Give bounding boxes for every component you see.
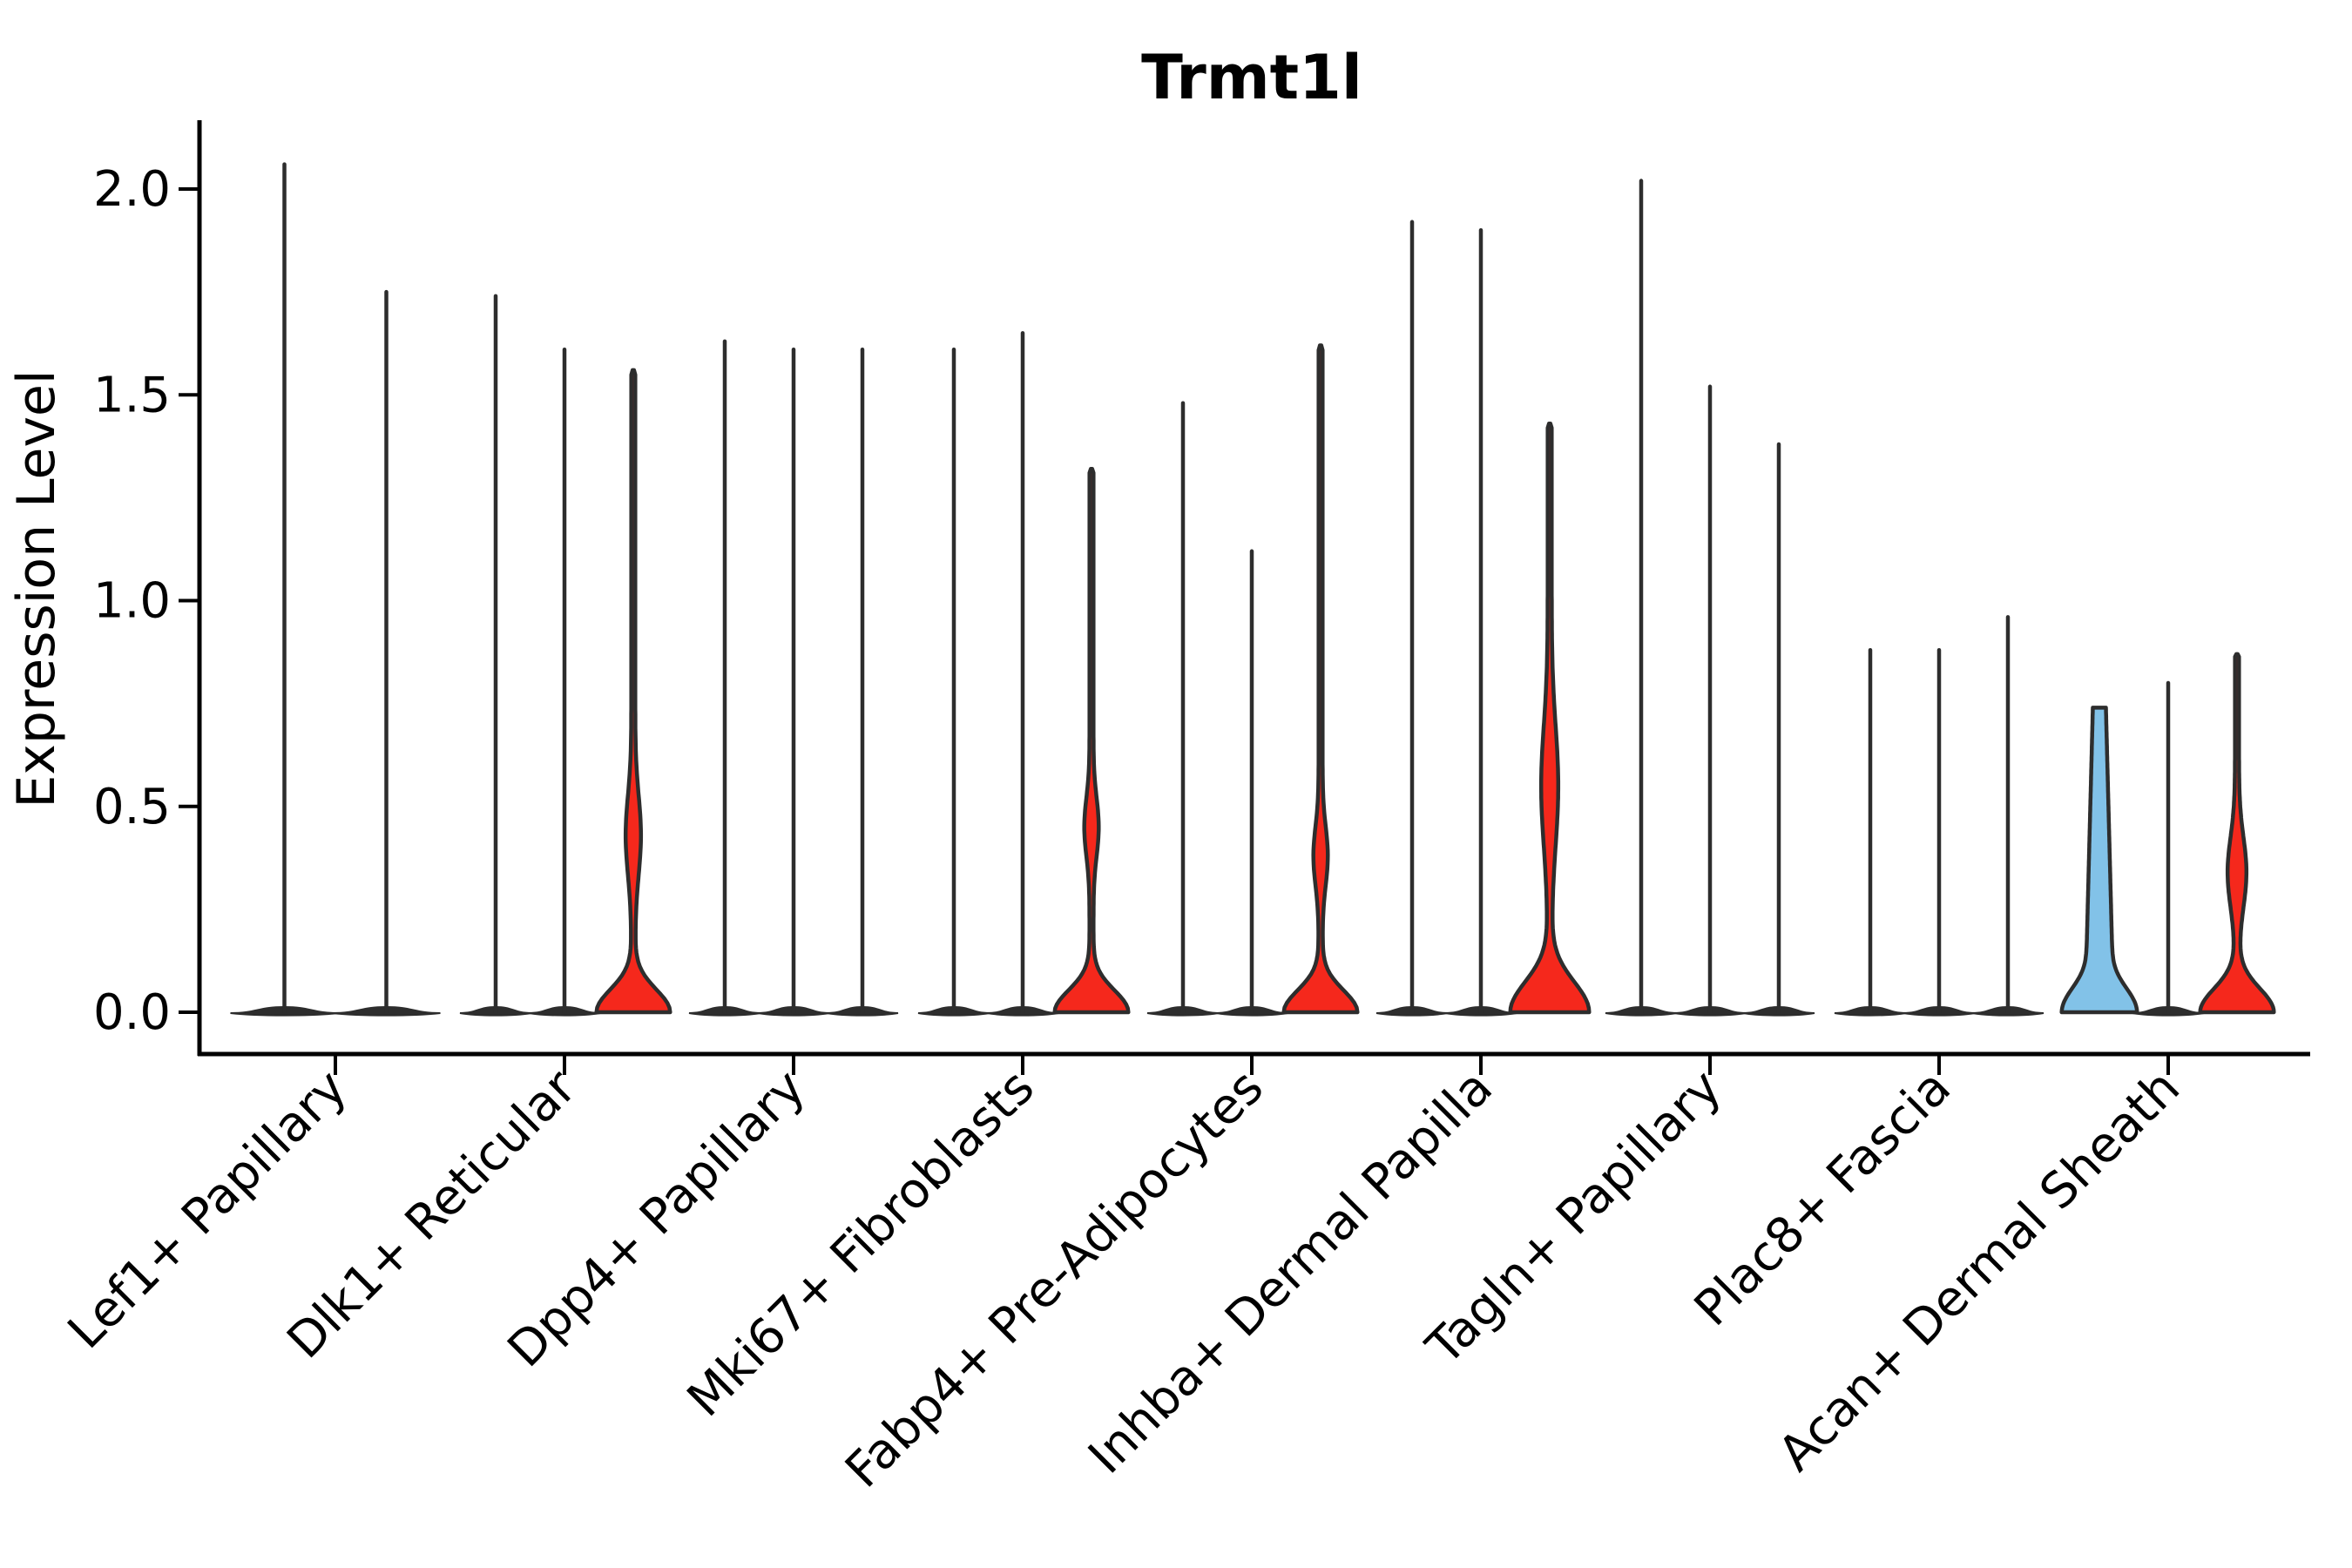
violin-highlight-red	[594, 368, 672, 1015]
violin-highlight-red	[2198, 652, 2276, 1015]
violin-highlight-red	[1052, 467, 1131, 1015]
chart-title: Trmt1l	[1141, 42, 1362, 113]
x-tick-label: Inhba+ Dermal Papilla	[1078, 1059, 1504, 1485]
violin-highlight-red	[1508, 422, 1592, 1015]
x-tick-label: Fabp4+ Pre-Adipocytes	[835, 1059, 1274, 1499]
baseline-strips	[230, 1005, 2205, 1017]
y-tick-label: 1.5	[93, 367, 171, 423]
violins	[282, 162, 2276, 1015]
y-tick-label: 2.0	[93, 161, 171, 218]
y-axis-label: Expression Level	[6, 369, 67, 808]
violin-highlight-blue	[2059, 706, 2139, 1015]
violin-highlight-red	[1281, 343, 1360, 1015]
y-tick-label: 0.0	[93, 984, 171, 1041]
x-tick-label: Acan+ Dermal Sheath	[1767, 1059, 2191, 1483]
axes	[179, 120, 2310, 1075]
y-tick-label: 0.5	[93, 779, 171, 835]
y-tick-label: 1.0	[93, 573, 171, 630]
